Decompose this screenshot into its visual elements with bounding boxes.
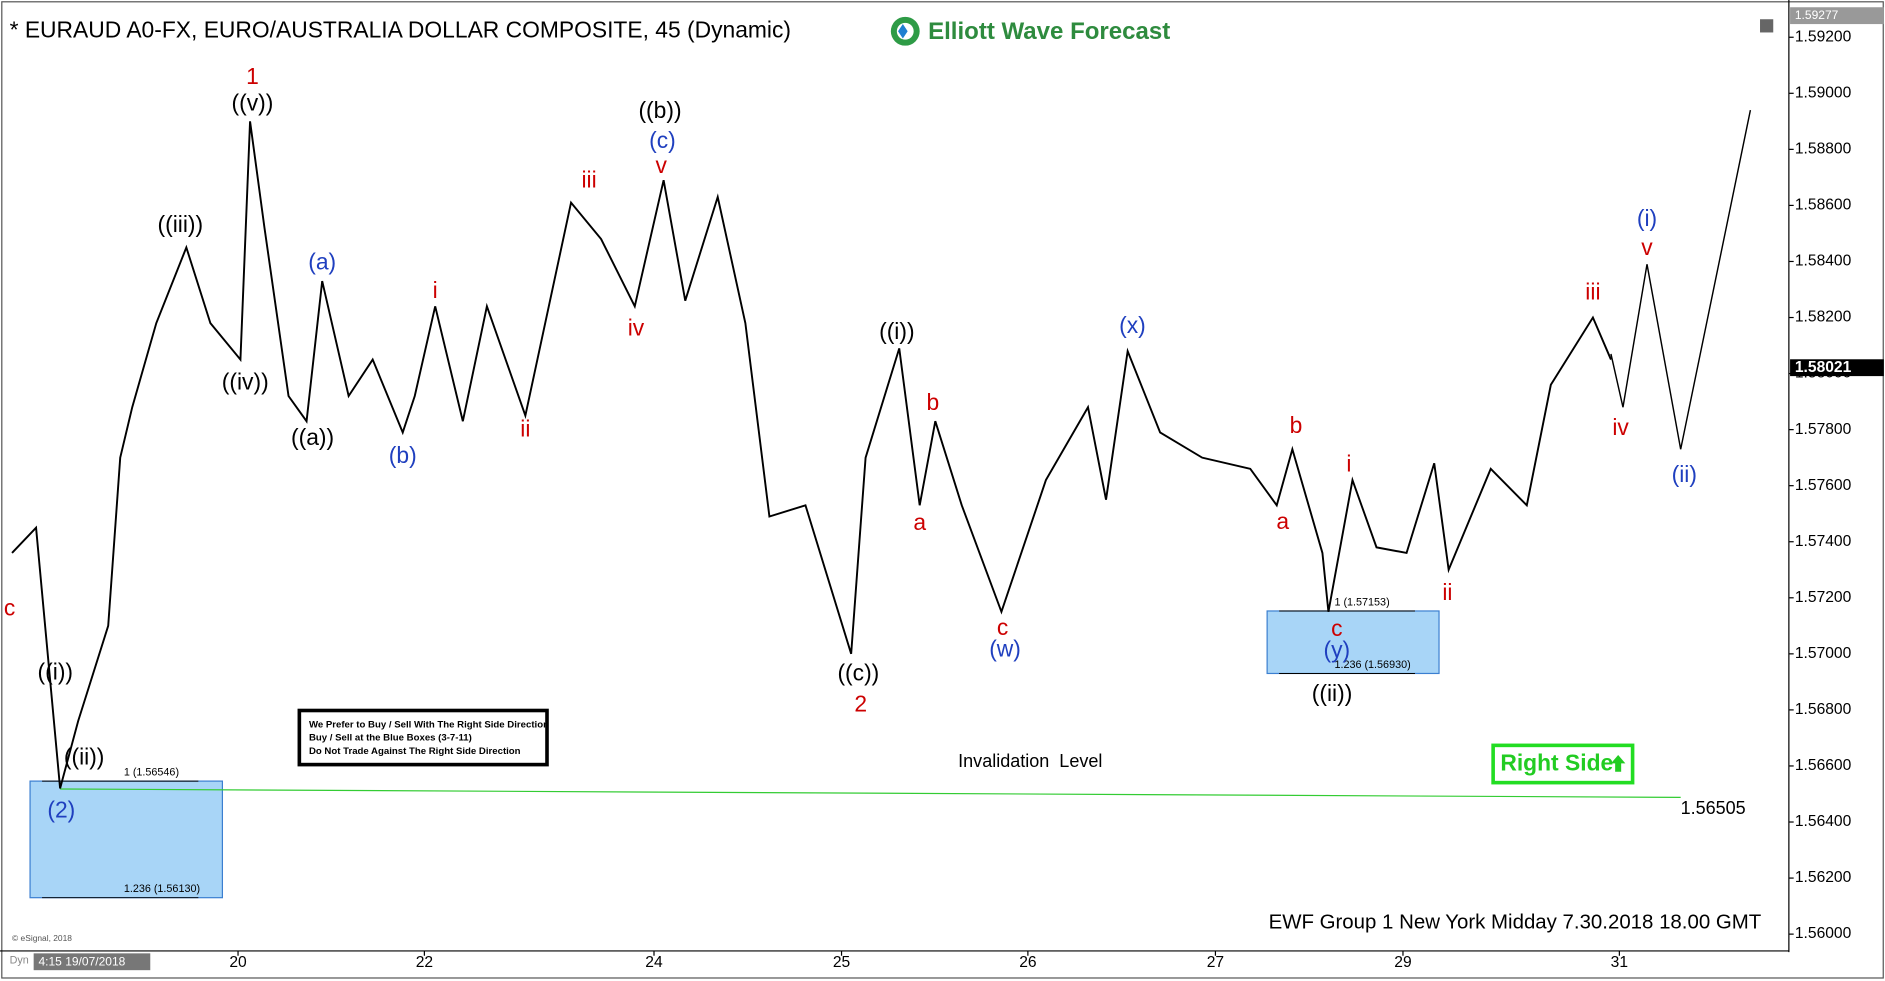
cursor-label: 4:15 19/07/2018 bbox=[38, 955, 125, 969]
wave-label: i bbox=[1346, 450, 1351, 476]
wave-label: c bbox=[1331, 615, 1342, 641]
wave-label: ((c)) bbox=[837, 659, 879, 685]
fib-label: 1 (1.56546) bbox=[124, 767, 179, 779]
y-tick-label: 1.59200 bbox=[1795, 28, 1852, 45]
wave-label: i bbox=[433, 277, 438, 303]
x-tick-label: 20 bbox=[229, 954, 247, 971]
right-side-arrow bbox=[1610, 754, 1626, 772]
note-line: Do Not Trade Against The Right Side Dire… bbox=[309, 746, 521, 757]
wave-label: ((ii)) bbox=[1312, 680, 1353, 706]
y-tick-label: 1.58400 bbox=[1795, 253, 1852, 270]
wave-label: iv bbox=[1612, 414, 1629, 440]
x-tick-label: 27 bbox=[1207, 954, 1224, 971]
price-tag bbox=[1790, 359, 1884, 377]
y-tick-label: 1.58600 bbox=[1795, 197, 1852, 214]
y-tick-label: 1.58800 bbox=[1795, 140, 1852, 157]
cursor-box bbox=[33, 953, 151, 971]
wave-label: 1 bbox=[246, 63, 259, 89]
footer: EWF Group 1 New York Midday 7.30.2018 18… bbox=[1269, 912, 1762, 934]
y-tick-label: 1.56400 bbox=[1795, 813, 1852, 830]
price-tag bbox=[1790, 7, 1884, 25]
wave-label: c bbox=[4, 595, 15, 621]
note-line: We Prefer to Buy / Sell With The Right S… bbox=[309, 719, 549, 730]
right-side-label: Right Side bbox=[1500, 750, 1613, 776]
wave-label: ii bbox=[1442, 579, 1452, 605]
wave-label: ((i)) bbox=[879, 318, 914, 344]
wave-label: (2) bbox=[47, 797, 75, 823]
wave-label: ((i)) bbox=[38, 658, 73, 684]
invalidation-text: Invalidation Level bbox=[958, 751, 1102, 771]
wave-label: ((iii)) bbox=[158, 211, 204, 237]
wave-label: ((a)) bbox=[291, 424, 334, 450]
price-tag-label: 1.59277 bbox=[1795, 8, 1839, 22]
y-tick-label: 1.57800 bbox=[1795, 421, 1852, 438]
wave-label: c bbox=[997, 614, 1008, 640]
note-box bbox=[297, 708, 549, 767]
price-line bbox=[1610, 109, 1752, 450]
x-tick-label: 25 bbox=[833, 954, 851, 971]
wave-label: ((iv)) bbox=[222, 369, 269, 395]
price-line bbox=[11, 121, 1612, 789]
wave-label: (x) bbox=[1119, 312, 1146, 338]
wave-label: b bbox=[1290, 412, 1303, 438]
wave-label: iv bbox=[628, 314, 645, 340]
wave-label: a bbox=[1276, 508, 1289, 534]
x-tick-label: 29 bbox=[1394, 954, 1411, 971]
y-tick-label: 1.59000 bbox=[1795, 84, 1852, 101]
price-tag-label: 1.58021 bbox=[1795, 359, 1852, 376]
corner-label: Dyn bbox=[10, 954, 29, 966]
note-line: Buy / Sell at the Blue Boxes (3-7-11) bbox=[309, 733, 472, 744]
wave-label: v bbox=[1641, 234, 1653, 260]
y-tick-label: 1.57200 bbox=[1795, 589, 1852, 606]
wave-label: b bbox=[927, 389, 940, 415]
y-tick-label: 1.57000 bbox=[1795, 645, 1852, 662]
fib-zone bbox=[1266, 610, 1440, 675]
wave-label: (a) bbox=[308, 248, 336, 274]
copyright: © eSignal, 2018 bbox=[12, 933, 72, 943]
wave-label: 2 bbox=[854, 691, 867, 717]
y-tick-label: 1.58200 bbox=[1795, 309, 1852, 326]
wave-label: ((ii)) bbox=[64, 744, 105, 770]
wave-label: ((v)) bbox=[232, 90, 274, 116]
right-side-box bbox=[1491, 743, 1635, 785]
chart-title: * EURAUD A0-FX, EURO/AUSTRALIA DOLLAR CO… bbox=[10, 16, 791, 42]
wave-label: ((b)) bbox=[638, 97, 681, 123]
wave-label: (c) bbox=[649, 127, 676, 153]
x-tick-label: 22 bbox=[416, 954, 433, 971]
invalidation-line bbox=[60, 788, 1681, 798]
fib-label: 1.236 (1.56130) bbox=[124, 883, 200, 895]
wave-label: (w) bbox=[989, 635, 1021, 661]
wave-label: (i) bbox=[1637, 205, 1657, 231]
y-tick-label: 1.57400 bbox=[1795, 533, 1852, 550]
wave-label: v bbox=[655, 152, 667, 178]
menu-icon bbox=[1760, 19, 1774, 33]
wave-label: iii bbox=[581, 167, 596, 193]
logo-text: Elliott Wave Forecast bbox=[928, 18, 1170, 45]
y-tick-label: 1.57600 bbox=[1795, 477, 1852, 494]
wave-label: (ii) bbox=[1672, 461, 1697, 487]
wave-label: (y) bbox=[1324, 637, 1351, 663]
x-tick-label: 24 bbox=[645, 954, 663, 971]
x-tick-label: 26 bbox=[1019, 954, 1036, 971]
invalidation-value: 1.56505 bbox=[1681, 798, 1746, 818]
fib-label: 1.236 (1.56930) bbox=[1334, 659, 1410, 671]
fib-label: 1 (1.57153) bbox=[1334, 596, 1389, 608]
y-tick-label: 1.56600 bbox=[1795, 757, 1852, 774]
y-tick-label: 1.56000 bbox=[1795, 925, 1852, 942]
logo-mark bbox=[898, 24, 908, 39]
x-tick-label: 31 bbox=[1611, 954, 1628, 971]
wave-label: iii bbox=[1585, 278, 1600, 304]
y-tick-label: 1.56200 bbox=[1795, 869, 1852, 886]
wave-label: (b) bbox=[389, 442, 417, 468]
wave-label: a bbox=[913, 509, 926, 535]
wave-label: ii bbox=[520, 415, 530, 441]
y-tick-label: 1.56800 bbox=[1795, 701, 1852, 718]
